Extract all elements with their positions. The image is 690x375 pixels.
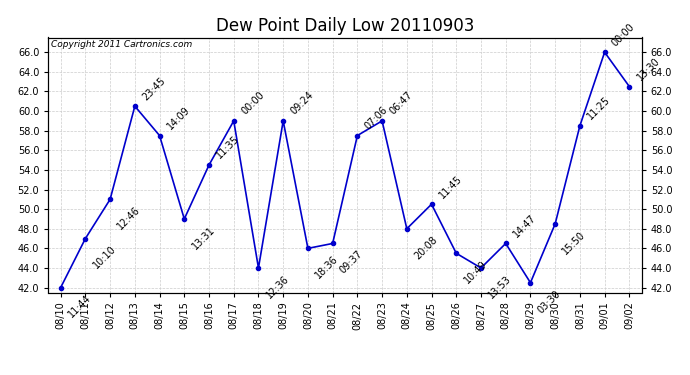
Text: 10:49: 10:49 <box>462 259 489 285</box>
Text: 11:25: 11:25 <box>585 95 612 122</box>
Text: 13:31: 13:31 <box>190 225 217 251</box>
Text: 10:10: 10:10 <box>91 244 117 271</box>
Text: 09:24: 09:24 <box>288 90 315 117</box>
Text: 12:46: 12:46 <box>116 205 142 232</box>
Text: 13:53: 13:53 <box>486 273 513 300</box>
Text: Copyright 2011 Cartronics.com: Copyright 2011 Cartronics.com <box>51 40 193 49</box>
Text: 07:06: 07:06 <box>363 105 390 131</box>
Text: 13:30: 13:30 <box>635 56 662 82</box>
Text: 11:35: 11:35 <box>215 134 242 161</box>
Text: 18:36: 18:36 <box>313 254 340 280</box>
Text: 11:44: 11:44 <box>66 293 93 320</box>
Text: 15:50: 15:50 <box>561 230 588 256</box>
Text: 00:00: 00:00 <box>239 90 266 117</box>
Text: 03:30: 03:30 <box>536 288 562 315</box>
Text: 00:00: 00:00 <box>610 21 637 48</box>
Text: 14:47: 14:47 <box>511 213 538 239</box>
Text: 11:45: 11:45 <box>437 173 464 200</box>
Text: 09:37: 09:37 <box>338 249 365 276</box>
Text: 23:45: 23:45 <box>140 75 167 102</box>
Text: 14:09: 14:09 <box>165 105 192 131</box>
Title: Dew Point Daily Low 20110903: Dew Point Daily Low 20110903 <box>216 16 474 34</box>
Text: 06:47: 06:47 <box>388 90 415 117</box>
Text: 20:08: 20:08 <box>413 234 439 261</box>
Text: 12:36: 12:36 <box>264 273 290 300</box>
